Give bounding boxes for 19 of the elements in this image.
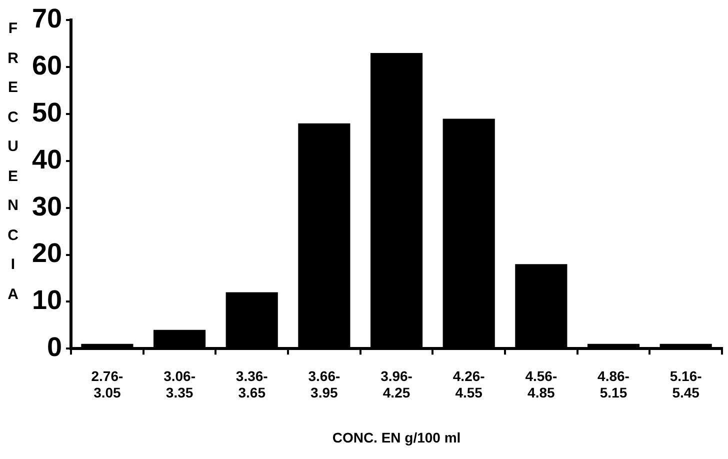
x-tick-label: 3.06-3.35 — [164, 368, 196, 401]
x-tick-label: 5.16-5.45 — [670, 368, 702, 401]
x-tick-label: 3.96-4.25 — [380, 368, 413, 401]
x-tick-label: 2.76-3.05 — [91, 368, 124, 401]
text: FRECUENCIA — [8, 20, 18, 302]
y-tick-label: 60 — [32, 50, 62, 81]
x-axis-title: CONC. EN g/100 ml — [332, 429, 461, 446]
x-tick-label: 3.66-3.95 — [308, 368, 340, 401]
y-tick-label: 10 — [32, 285, 62, 316]
x-tick-label: 4.56-4.85 — [525, 368, 558, 401]
x-tick-label: 4.26-4.55 — [452, 368, 486, 401]
x-tick-label: 3.36-3.65 — [236, 368, 268, 401]
y-tick-label: 0 — [47, 332, 62, 362]
y-tick-label: 40 — [32, 144, 62, 174]
y-tick-label: 30 — [32, 191, 62, 222]
x-tick-label: 4.86-5.15 — [598, 368, 630, 401]
y-tick-label: 50 — [32, 97, 62, 128]
y-tick-label: 70 — [32, 4, 62, 34]
y-tick-label: 20 — [32, 238, 62, 268]
